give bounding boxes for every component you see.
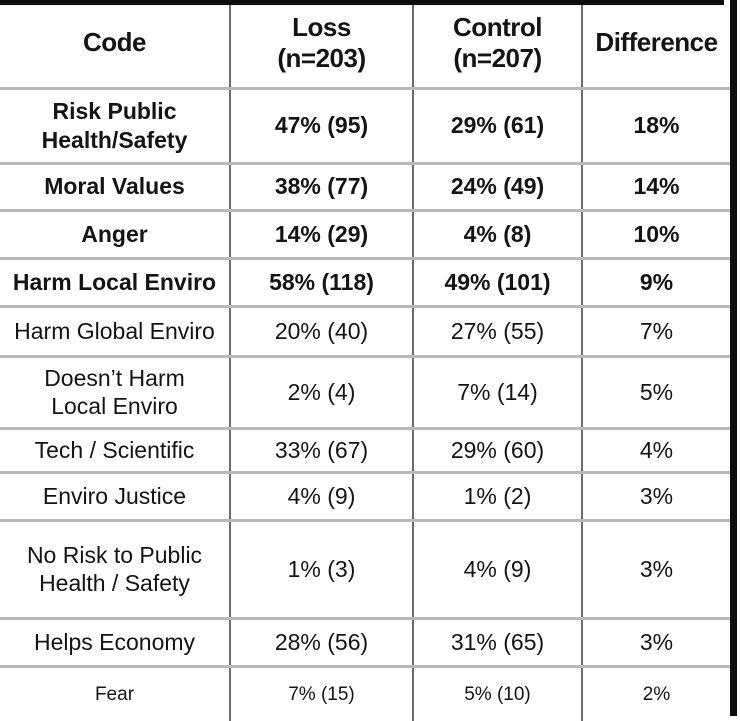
loss-cell: 58% (118): [229, 258, 413, 306]
difference-cell: 2%: [581, 666, 730, 721]
loss-cell: 1% (3): [229, 520, 413, 618]
control-cell: 24% (49): [412, 163, 582, 210]
header-control: Control (n=207): [412, 0, 582, 88]
control-cell: 31% (65): [412, 618, 582, 666]
difference-cell: 10%: [581, 210, 730, 258]
loss-cell: 4% (9): [229, 472, 413, 520]
table-row: Harm Local Enviro 58% (118) 49% (101) 9%: [0, 258, 730, 306]
code-cell: Enviro Justice: [42, 482, 187, 509]
control-cell: 27% (55): [412, 306, 582, 356]
control-cell: 29% (60): [412, 428, 582, 472]
code-cell: Anger: [81, 220, 148, 247]
table-row: Fear 7% (15) 5% (10) 2%: [0, 666, 730, 721]
table-top-border: [0, 0, 724, 5]
difference-cell: 4%: [581, 428, 730, 472]
difference-cell: 9%: [581, 258, 730, 306]
control-cell: 29% (61): [412, 88, 582, 163]
table-body: Risk Public Health/Safety 47% (95) 29% (61…: [0, 88, 730, 721]
difference-cell: 18%: [581, 88, 730, 163]
difference-cell: 3%: [581, 520, 730, 618]
header-row: Code Loss (n=203) Control (n=207) Differ…: [0, 0, 730, 88]
code-cell: Fear: [94, 683, 135, 705]
loss-cell: 28% (56): [229, 618, 413, 666]
control-cell: 1% (2): [412, 472, 582, 520]
code-cell: No Risk to Public Health / Safety: [26, 541, 203, 596]
table-row: Enviro Justice 4% (9) 1% (2) 3%: [0, 472, 730, 520]
loss-cell: 14% (29): [229, 210, 413, 258]
difference-cell: 3%: [581, 472, 730, 520]
table-row: Doesn’t Harm Local Enviro 2% (4) 7% (14) 5%: [0, 356, 730, 428]
code-cell: Harm Local Enviro: [12, 268, 217, 295]
table-row: Anger 14% (29) 4% (8) 10%: [0, 210, 730, 258]
loss-cell: 2% (4): [229, 356, 413, 428]
control-cell: 7% (14): [412, 356, 582, 428]
difference-cell: 3%: [581, 618, 730, 666]
loss-cell: 20% (40): [229, 306, 413, 356]
loss-cell: 47% (95): [229, 88, 413, 163]
loss-cell: 38% (77): [229, 163, 413, 210]
table-row: No Risk to Public Health / Safety 1% (3) 4…: [0, 520, 730, 618]
header-loss: Loss (n=203): [229, 0, 413, 88]
code-cell: Helps Economy: [33, 628, 196, 655]
table-row: Moral Values 38% (77) 24% (49) 14%: [0, 163, 730, 210]
loss-cell: 33% (67): [229, 428, 413, 472]
header-difference: Difference: [581, 0, 730, 88]
control-cell: 5% (10): [412, 666, 582, 721]
header-code: Code: [83, 27, 147, 58]
difference-cell: 7%: [581, 306, 730, 356]
difference-cell: 5%: [581, 356, 730, 428]
code-cell: Moral Values: [44, 173, 185, 200]
table-header: Code Loss (n=203) Control (n=207) Differ…: [0, 0, 730, 88]
table-row: Tech / Scientific 33% (67) 29% (60) 4%: [0, 428, 730, 472]
code-cell: Tech / Scientific: [34, 436, 195, 463]
difference-cell: 14%: [581, 163, 730, 210]
control-cell: 49% (101): [412, 258, 582, 306]
table-right-border: [730, 0, 737, 716]
code-cell: Risk Public Health/Safety: [41, 98, 188, 153]
table-row: Harm Global Enviro 20% (40) 27% (55) 7%: [0, 306, 730, 356]
control-cell: 4% (8): [412, 210, 582, 258]
loss-cell: 7% (15): [229, 666, 413, 721]
table-row: Risk Public Health/Safety 47% (95) 29% (61…: [0, 88, 730, 163]
code-cell: Doesn’t Harm Local Enviro: [44, 364, 185, 419]
control-cell: 4% (9): [412, 520, 582, 618]
table-row: Helps Economy 28% (56) 31% (65) 3%: [0, 618, 730, 666]
code-cell: Harm Global Enviro: [14, 317, 215, 344]
